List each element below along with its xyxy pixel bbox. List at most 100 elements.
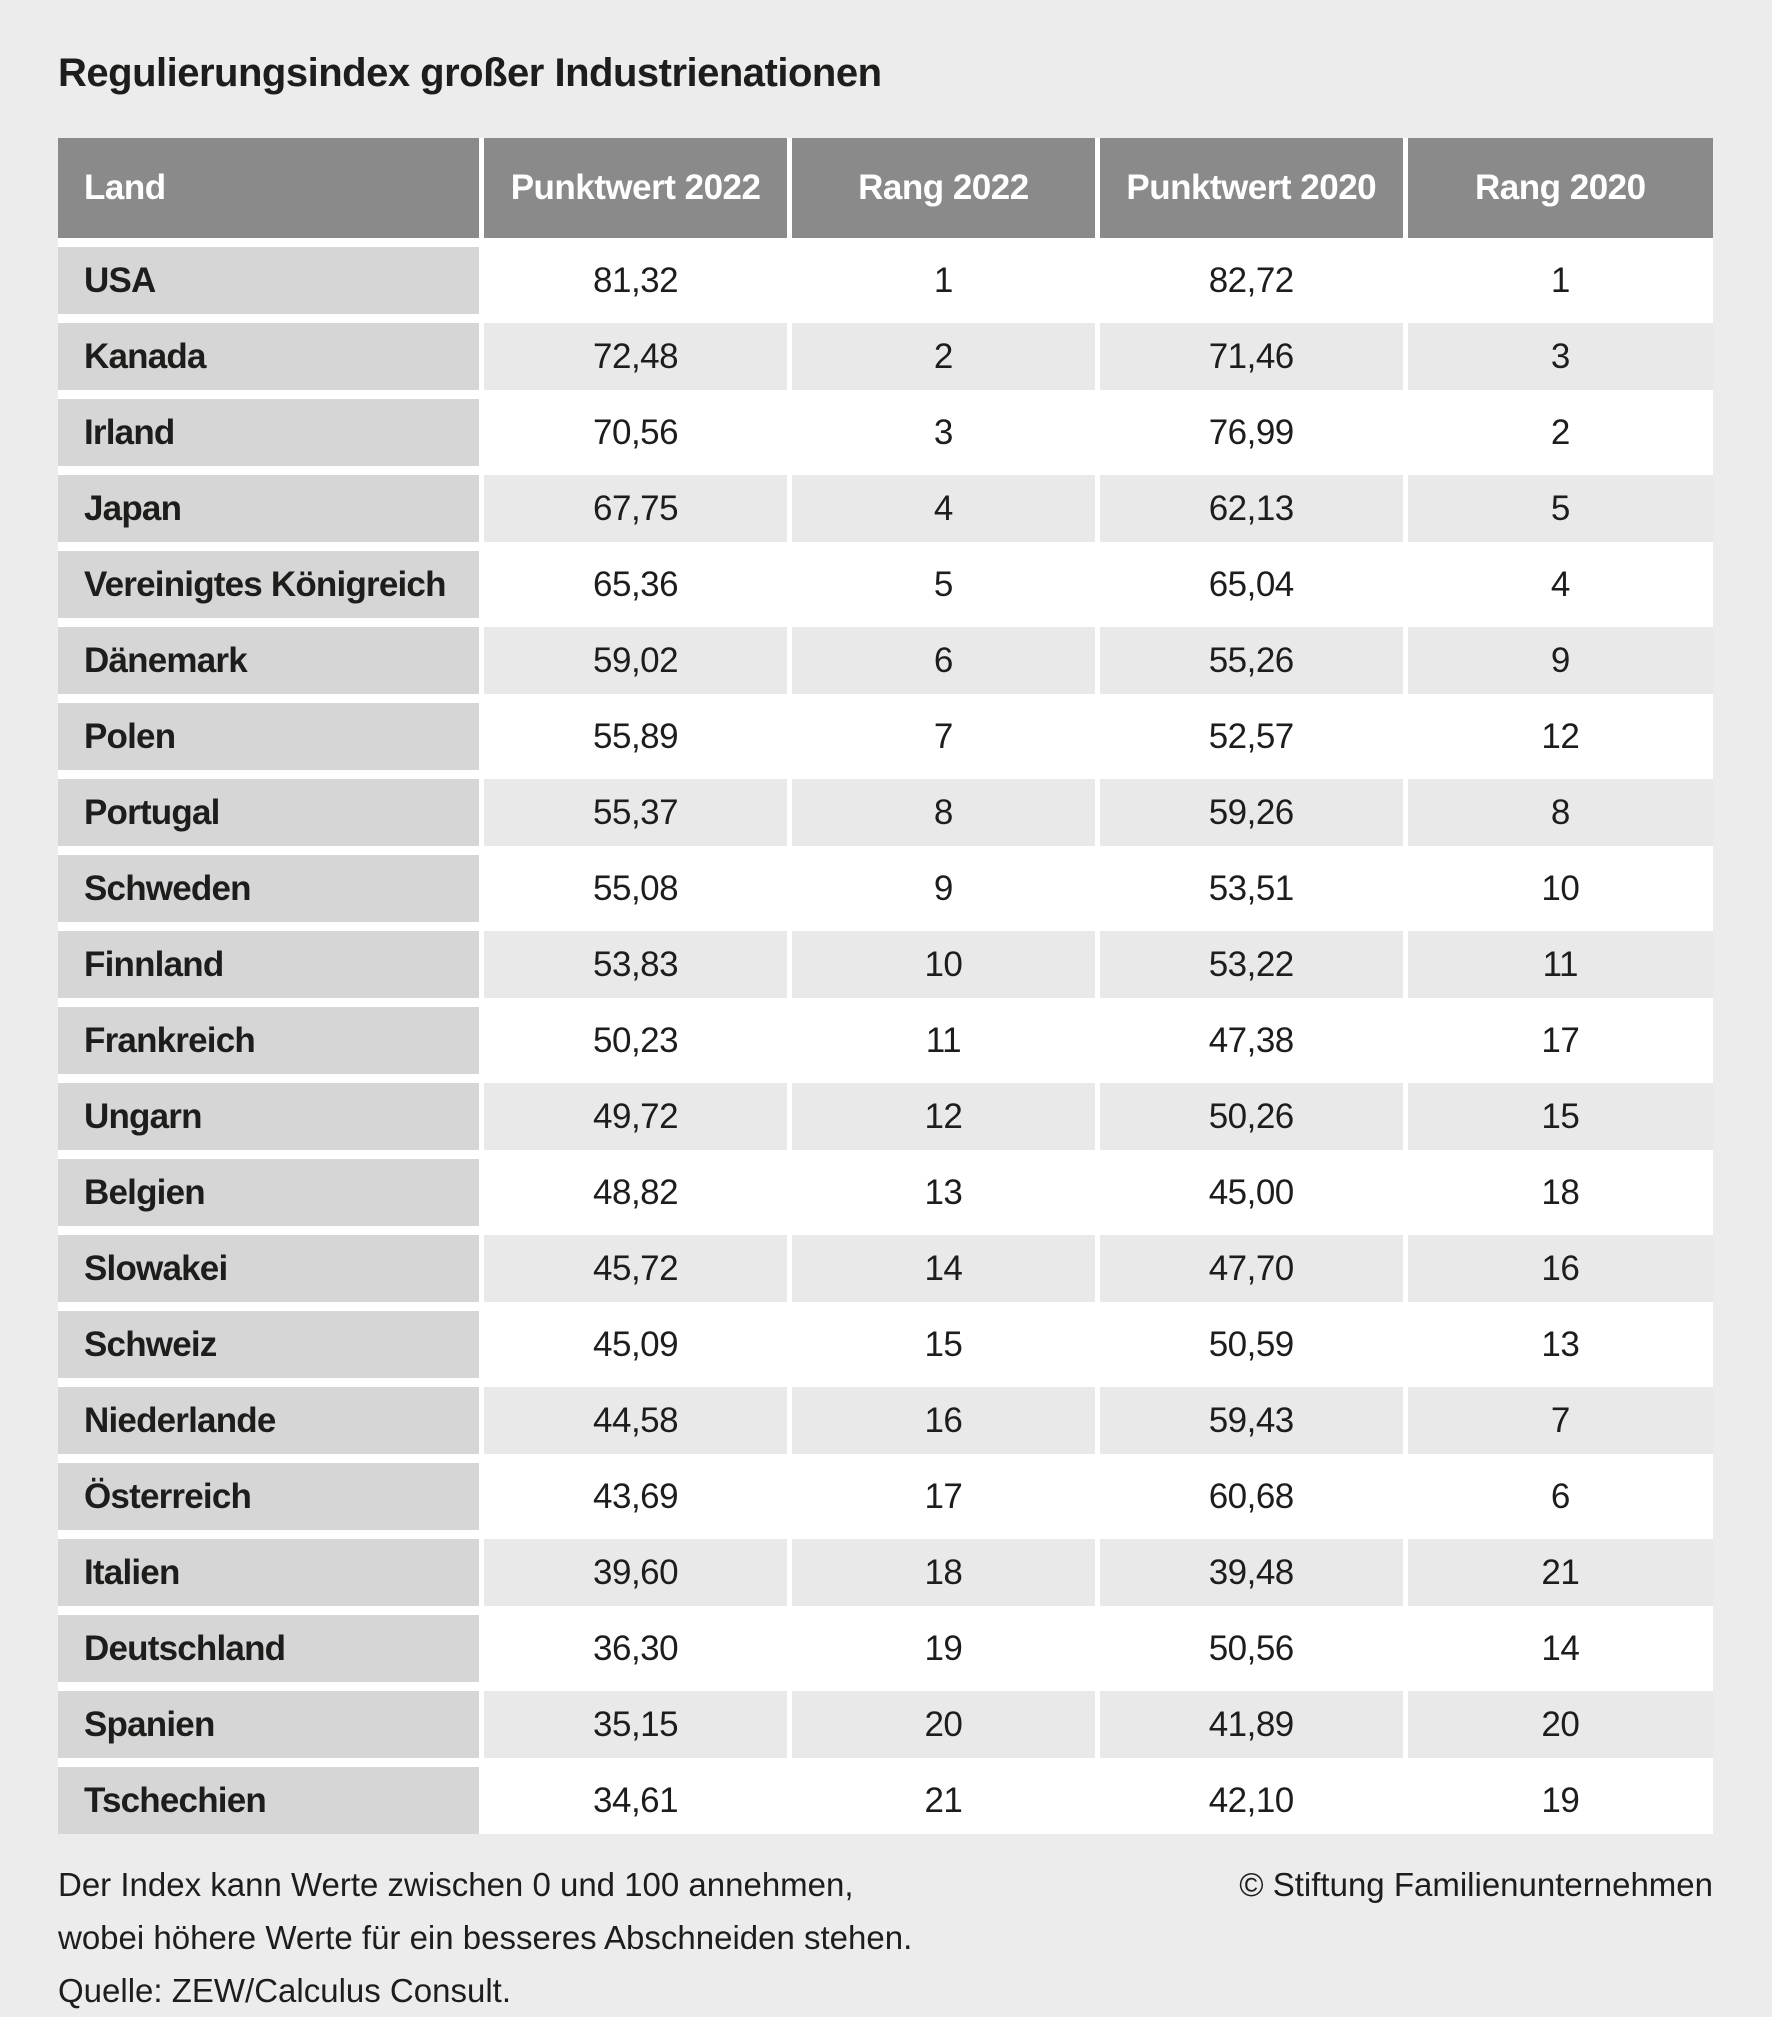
country-cell: Deutschland — [58, 1606, 485, 1687]
value-cell: 39,60 — [481, 1530, 792, 1611]
table-header: Land Punktwert 2022 Rang 2022 Punktwert … — [58, 138, 1713, 243]
value-cell: 10 — [1405, 846, 1713, 927]
table-row: Japan 67,75 4 62,13 5 — [58, 466, 1713, 547]
value-cell: 82,72 — [1097, 238, 1408, 319]
value-cell: 65,36 — [481, 542, 792, 623]
value-cell: 41,89 — [1097, 1682, 1408, 1763]
table-row: Slowakei 45,72 14 47,70 16 — [58, 1226, 1713, 1307]
country-cell: Polen — [58, 694, 485, 775]
value-cell: 42,10 — [1097, 1758, 1408, 1834]
value-cell: 11 — [1405, 922, 1713, 1003]
value-cell: 55,37 — [481, 770, 792, 851]
value-cell: 19 — [789, 1606, 1100, 1687]
value-cell: 15 — [789, 1302, 1100, 1383]
value-cell: 1 — [1405, 238, 1713, 319]
table-row: Schweden 55,08 9 53,51 10 — [58, 846, 1713, 927]
value-cell: 2 — [789, 314, 1100, 395]
country-cell: Ungarn — [58, 1074, 485, 1155]
country-cell: USA — [58, 238, 485, 319]
page-title: Regulierungsindex großer Industrienation… — [58, 51, 882, 95]
value-cell: 55,08 — [481, 846, 792, 927]
value-cell: 59,26 — [1097, 770, 1408, 851]
table-row: Kanada 72,48 2 71,46 3 — [58, 314, 1713, 395]
value-cell: 53,22 — [1097, 922, 1408, 1003]
table-row: Dänemark 59,02 6 55,26 9 — [58, 618, 1713, 699]
table-row: Deutschland 36,30 19 50,56 14 — [58, 1606, 1713, 1687]
country-cell: Slowakei — [58, 1226, 485, 1307]
value-cell: 5 — [1405, 466, 1713, 547]
country-cell: Portugal — [58, 770, 485, 851]
value-cell: 3 — [1405, 314, 1713, 395]
value-cell: 4 — [1405, 542, 1713, 623]
value-cell: 55,26 — [1097, 618, 1408, 699]
value-cell: 44,58 — [481, 1378, 792, 1459]
value-cell: 60,68 — [1097, 1454, 1408, 1535]
footnote-line-1: Der Index kann Werte zwischen 0 und 100 … — [58, 1866, 854, 1903]
value-cell: 21 — [1405, 1530, 1713, 1611]
value-cell: 9 — [789, 846, 1100, 927]
value-cell: 15 — [1405, 1074, 1713, 1155]
value-cell: 34,61 — [481, 1758, 792, 1834]
country-cell: Finnland — [58, 922, 485, 1003]
value-cell: 18 — [1405, 1150, 1713, 1231]
value-cell: 81,32 — [481, 238, 792, 319]
value-cell: 3 — [789, 390, 1100, 471]
value-cell: 21 — [789, 1758, 1100, 1834]
table-row: Polen 55,89 7 52,57 12 — [58, 694, 1713, 775]
table-row: Ungarn 49,72 12 50,26 15 — [58, 1074, 1713, 1155]
value-cell: 45,72 — [481, 1226, 792, 1307]
value-cell: 72,48 — [481, 314, 792, 395]
value-cell: 10 — [789, 922, 1100, 1003]
value-cell: 45,09 — [481, 1302, 792, 1383]
value-cell: 43,69 — [481, 1454, 792, 1535]
country-cell: Tschechien — [58, 1758, 485, 1834]
value-cell: 55,89 — [481, 694, 792, 775]
value-cell: 12 — [1405, 694, 1713, 775]
value-cell: 20 — [1405, 1682, 1713, 1763]
value-cell: 6 — [789, 618, 1100, 699]
value-cell: 13 — [1405, 1302, 1713, 1383]
table-body: USA 81,32 1 82,72 1 Kanada 72,48 2 71,46 3 Irland 7… — [58, 238, 1713, 1834]
country-cell: Schweiz — [58, 1302, 485, 1383]
value-cell: 65,04 — [1097, 542, 1408, 623]
table-row: Irland 70,56 3 76,99 2 — [58, 390, 1713, 471]
value-cell: 53,51 — [1097, 846, 1408, 927]
country-cell: Belgien — [58, 1150, 485, 1231]
table-row: Italien 39,60 18 39,48 21 — [58, 1530, 1713, 1611]
value-cell: 50,26 — [1097, 1074, 1408, 1155]
value-cell: 70,56 — [481, 390, 792, 471]
table-row: Niederlande 44,58 16 59,43 7 — [58, 1378, 1713, 1459]
value-cell: 2 — [1405, 390, 1713, 471]
value-cell: 4 — [789, 466, 1100, 547]
value-cell: 47,38 — [1097, 998, 1408, 1079]
value-cell: 9 — [1405, 618, 1713, 699]
value-cell: 6 — [1405, 1454, 1713, 1535]
country-cell: Kanada — [58, 314, 485, 395]
value-cell: 50,23 — [481, 998, 792, 1079]
value-cell: 18 — [789, 1530, 1100, 1611]
value-cell: 8 — [1405, 770, 1713, 851]
copyright-notice: © Stiftung Familienunternehmen — [1239, 1866, 1713, 1903]
table-row: Finnland 53,83 10 53,22 11 — [58, 922, 1713, 1003]
value-cell: 52,57 — [1097, 694, 1408, 775]
table-row: Schweiz 45,09 15 50,59 13 — [58, 1302, 1713, 1383]
value-cell: 5 — [789, 542, 1100, 623]
value-cell: 71,46 — [1097, 314, 1408, 395]
country-cell: Japan — [58, 466, 485, 547]
value-cell: 12 — [789, 1074, 1100, 1155]
value-cell: 76,99 — [1097, 390, 1408, 471]
regulation-index-table: Land Punktwert 2022 Rang 2022 Punktwert … — [58, 138, 1713, 1834]
country-cell: Schweden — [58, 846, 485, 927]
value-cell: 14 — [789, 1226, 1100, 1307]
footnote-lines: Der Index kann Werte zwischen 0 und 100 … — [58, 1858, 912, 2017]
value-cell: 39,48 — [1097, 1530, 1408, 1611]
column-header-rang-2020: Rang 2020 — [1405, 138, 1713, 243]
value-cell: 19 — [1405, 1758, 1713, 1834]
country-cell: Niederlande — [58, 1378, 485, 1459]
table-row: Belgien 48,82 13 45,00 18 — [58, 1150, 1713, 1231]
value-cell: 1 — [789, 238, 1100, 319]
column-header-punktwert-2020: Punktwert 2020 — [1097, 138, 1408, 243]
value-cell: 50,56 — [1097, 1606, 1408, 1687]
column-header-land: Land — [58, 138, 485, 243]
